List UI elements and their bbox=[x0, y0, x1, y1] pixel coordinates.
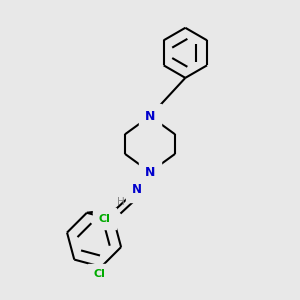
Text: N: N bbox=[132, 183, 142, 196]
Text: Cl: Cl bbox=[98, 214, 110, 224]
Text: N: N bbox=[145, 110, 155, 123]
Text: Cl: Cl bbox=[94, 269, 106, 279]
Text: N: N bbox=[145, 166, 155, 178]
Text: H: H bbox=[117, 196, 124, 206]
